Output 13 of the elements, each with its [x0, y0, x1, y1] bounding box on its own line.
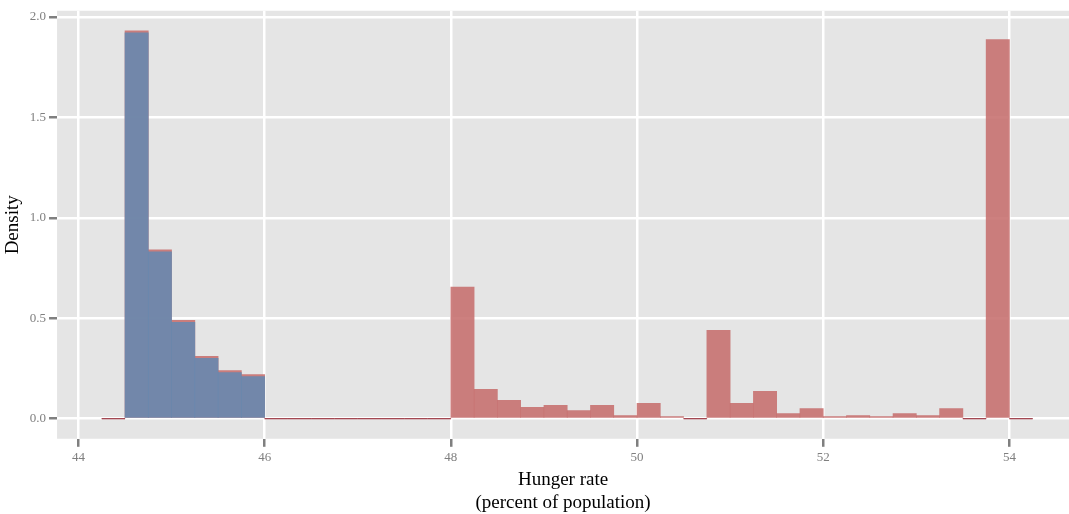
x-tick-label: 46 [258, 449, 272, 465]
y-tick-label: 0.5 [29, 309, 47, 325]
y-tick-label: 1.0 [29, 209, 47, 225]
x-tick-label: 52 [816, 449, 830, 465]
y-tick-label: 0.0 [29, 410, 47, 426]
y-axis-title: Density [1, 194, 23, 255]
x-tick-label: 54 [1002, 449, 1017, 465]
x-tick-label: 50 [630, 449, 644, 465]
y-tick-label: 2.0 [29, 8, 47, 24]
x-axis-title: Hunger rate (percent of population) [475, 467, 651, 513]
x-tick-label: 48 [444, 449, 458, 465]
y-tick-label: 1.5 [29, 108, 47, 124]
x-tick-label: 44 [71, 449, 86, 465]
